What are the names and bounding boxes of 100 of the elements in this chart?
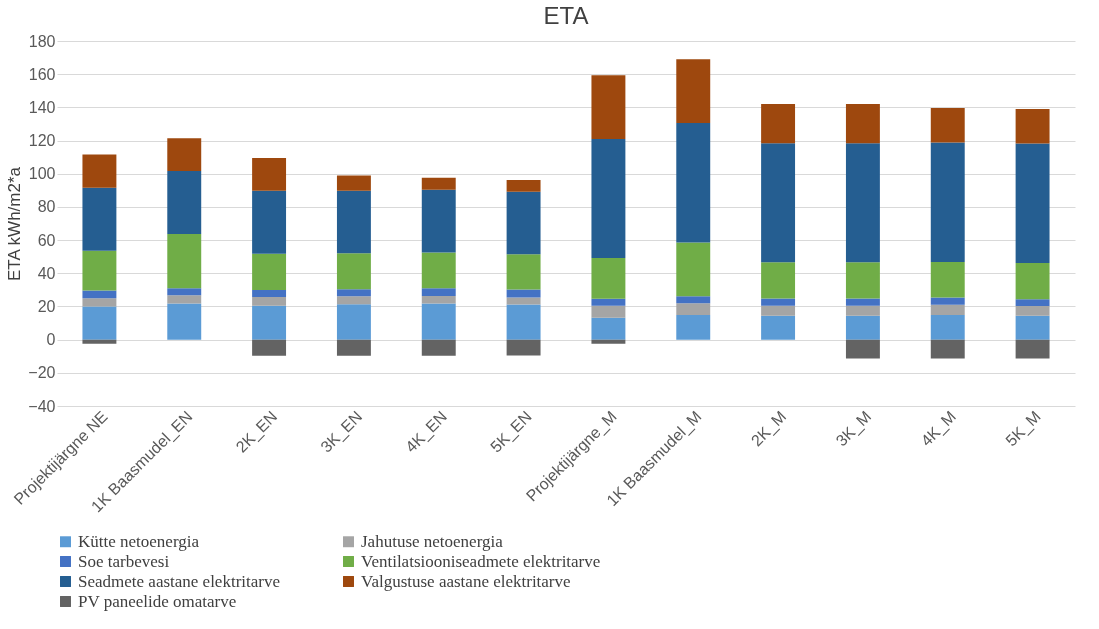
bar [167, 303, 202, 340]
bar [421, 189, 456, 253]
bar [421, 303, 456, 340]
legend-label: Soe tarbevesi [78, 551, 170, 571]
bar [845, 339, 880, 359]
y-tick-label: −40 [28, 397, 56, 415]
bar [167, 288, 202, 296]
bar [845, 298, 880, 306]
bar [421, 288, 456, 296]
bar [167, 295, 202, 304]
bar [252, 157, 287, 191]
bar [252, 190, 287, 254]
y-tick-label: 0 [46, 331, 56, 349]
y-axis-title: ETA kWh/m2*a [5, 166, 25, 281]
bar [930, 304, 965, 316]
chart-title: ETA [543, 2, 589, 29]
bar [421, 177, 456, 190]
y-tick-label: 120 [28, 132, 56, 150]
bar [506, 339, 541, 356]
bar [82, 339, 117, 344]
bar [252, 339, 287, 356]
y-tick-label: 80 [37, 198, 56, 216]
y-tick-label: 40 [37, 264, 56, 282]
bar [930, 315, 965, 340]
bar [82, 250, 117, 291]
y-tick-label: 180 [28, 32, 56, 50]
legend-label: Ventilatsiooniseadmete elektritarve [361, 551, 601, 571]
bar [1015, 306, 1050, 316]
bar [252, 297, 287, 306]
bar [676, 122, 711, 243]
bar [930, 261, 965, 298]
bar [82, 154, 117, 188]
bar [1015, 143, 1050, 263]
bar [336, 304, 371, 340]
bar [1015, 339, 1050, 359]
bar [930, 108, 965, 143]
bar [506, 254, 541, 290]
bar [506, 304, 541, 340]
y-tick-label: −20 [28, 364, 56, 382]
bar [506, 180, 541, 192]
bar [930, 142, 965, 262]
bar [676, 315, 711, 340]
bar [252, 305, 287, 340]
bar [336, 296, 371, 305]
y-tick-label: 140 [28, 98, 56, 116]
bar [506, 191, 541, 255]
bar [845, 315, 880, 340]
bar [591, 258, 626, 299]
legend-label: Seadmete aastane elektritarve [78, 571, 280, 591]
y-tick-label: 60 [37, 231, 56, 249]
bar [591, 339, 626, 344]
bar [761, 305, 796, 316]
bar [421, 339, 456, 356]
bar [845, 104, 880, 144]
bar [421, 252, 456, 289]
bar [845, 305, 880, 316]
bar [82, 187, 117, 251]
bar [845, 143, 880, 263]
legend-label: Jahutuse netoenergia [361, 531, 504, 551]
bar [761, 298, 796, 306]
legend-label: Valgustuse aastane elektritarve [361, 571, 571, 591]
bar [421, 296, 456, 304]
y-tick-label: 20 [37, 297, 56, 315]
bar [591, 317, 626, 340]
bar [336, 253, 371, 290]
bar [252, 253, 287, 291]
bar [676, 59, 711, 123]
bar [336, 175, 371, 191]
bar [82, 298, 117, 307]
legend-label: PV paneelide omatarve [78, 591, 237, 611]
bar [591, 75, 626, 139]
bar [591, 138, 626, 259]
bar [82, 290, 117, 299]
bar [506, 297, 541, 305]
bar [1015, 315, 1050, 340]
bar [167, 234, 202, 289]
bar [761, 143, 796, 263]
bar [252, 290, 287, 297]
bar [1015, 299, 1050, 307]
bar [336, 289, 371, 297]
bar [676, 296, 711, 304]
bar [336, 190, 371, 254]
y-tick-label: 100 [28, 165, 56, 183]
bar [845, 262, 880, 299]
bar [930, 297, 965, 305]
bar [336, 339, 371, 356]
y-tick-label: 160 [28, 65, 56, 83]
bar [676, 303, 711, 316]
bar [167, 138, 202, 172]
bar [761, 104, 796, 144]
bar [1015, 109, 1050, 144]
legend-label: Kütte netoenergia [78, 531, 200, 551]
bar [761, 315, 796, 340]
bar [1015, 262, 1050, 300]
bar [761, 262, 796, 299]
bar [591, 298, 626, 306]
bar [591, 305, 626, 318]
bar [167, 171, 202, 235]
bar [82, 306, 117, 340]
bar [930, 339, 965, 359]
